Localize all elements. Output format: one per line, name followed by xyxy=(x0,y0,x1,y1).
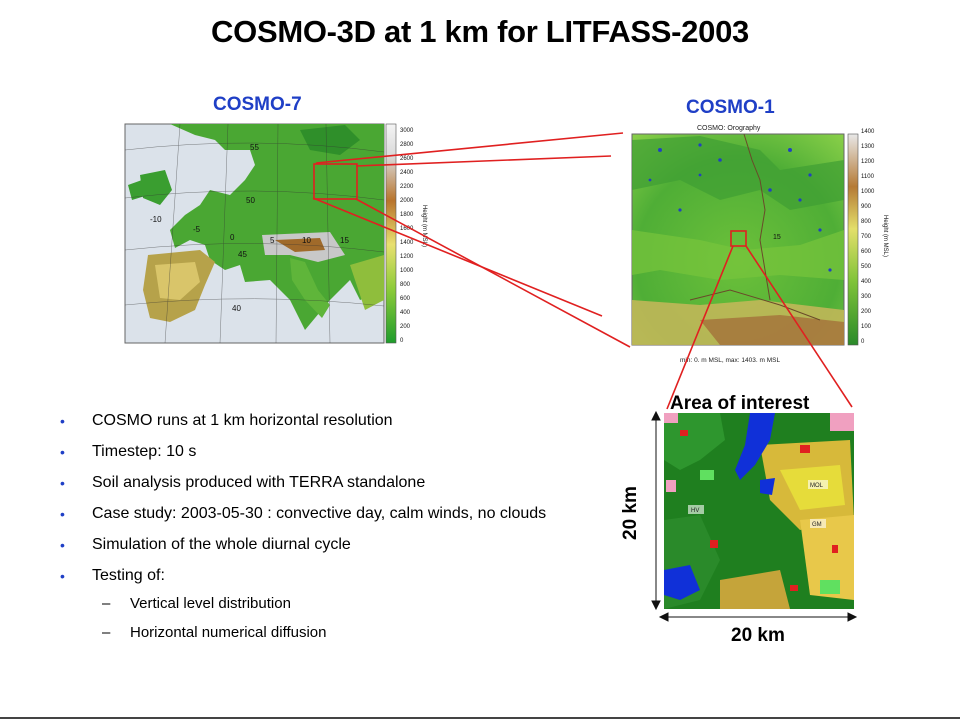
cosmo1-map: COSMO: Orography 15 min: 0. m MSL, max: … xyxy=(631,125,888,364)
sub-bullet-text: Horizontal numerical diffusion xyxy=(130,624,327,641)
dash-icon: – xyxy=(102,595,111,612)
bullet-dot-icon: • xyxy=(60,506,65,522)
cb7-title: Height (m MSL) xyxy=(421,205,427,247)
cb7-tick: 1200 xyxy=(400,254,414,260)
landuse-label-hv: HV xyxy=(691,508,699,514)
bullet-text: COSMO runs at 1 km horizontal resolution xyxy=(92,412,393,429)
cb1-tick: 1000 xyxy=(861,189,875,195)
cb7-tick: 3000 xyxy=(400,128,414,134)
bottom-divider xyxy=(0,717,960,719)
bullet-item: • Timestep: 10 s xyxy=(60,441,560,463)
cosmo7-label: COSMO-7 xyxy=(213,94,302,115)
cb7-tick: 600 xyxy=(400,296,411,302)
bullet-text: Soil analysis produced with TERRA standa… xyxy=(92,474,426,491)
grid-label-15: 15 xyxy=(340,236,349,245)
bullet-dot-icon: • xyxy=(60,537,65,553)
cb1-tick: 600 xyxy=(861,249,872,255)
grid-label-5: 5 xyxy=(270,236,275,245)
bullet-list: • COSMO runs at 1 km horizontal resolutio… xyxy=(60,410,560,653)
cosmo1-footer: min: 0. m MSL, max: 1403. m MSL xyxy=(680,357,780,364)
cb1-tick: 400 xyxy=(861,279,872,285)
cb7-tick: 200 xyxy=(400,324,411,330)
cb1-title: Height (m MSL) xyxy=(882,215,888,257)
cosmo1-zoom-box xyxy=(730,230,747,247)
scale-vertical-label: 20 km xyxy=(620,486,641,540)
grid-label-50: 50 xyxy=(246,196,255,205)
cb7-tick: 2800 xyxy=(400,142,414,148)
landuse-label-mol: MOL xyxy=(810,483,824,489)
cb1-tick: 700 xyxy=(861,234,872,240)
cb1-tick: 1200 xyxy=(861,159,875,165)
cb7-tick: 2600 xyxy=(400,156,414,162)
landuse-label-gm: GM xyxy=(812,522,822,528)
bullet-item: • Testing of: – Vertical level distributio… xyxy=(60,565,560,644)
bullet-text: Case study: 2003-05-30 : convective day,… xyxy=(92,505,547,522)
bullet-dot-icon: • xyxy=(60,413,65,429)
cb7-tick: 400 xyxy=(400,310,411,316)
cb7-tick: 0 xyxy=(400,338,404,344)
sub-bullet-list: – Vertical level distribution – Horizontal… xyxy=(102,593,560,644)
cb1-tick: 1300 xyxy=(861,144,875,150)
cb1-tick: 900 xyxy=(861,204,872,210)
bullet-text: Simulation of the whole diurnal cycle xyxy=(92,536,351,553)
slide-title: COSMO-3D at 1 km for LITFASS-2003 xyxy=(211,14,749,49)
grid-label-m10: -10 xyxy=(150,215,162,224)
bullet-dot-icon: • xyxy=(60,568,65,584)
cb1-tick: 1100 xyxy=(861,174,875,180)
bullet-item: • Simulation of the whole diurnal cycle xyxy=(60,534,560,556)
bullet-item: • COSMO runs at 1 km horizontal resolutio… xyxy=(60,410,560,432)
cb1-tick: 800 xyxy=(861,219,872,225)
cosmo1-header: COSMO: Orography xyxy=(697,125,761,132)
cosmo7-zoom-box xyxy=(313,163,358,200)
bullet-item: • Case study: 2003-05-30 : convective day… xyxy=(60,503,560,525)
sub-bullet-item: – Horizontal numerical diffusion xyxy=(102,622,560,644)
sub-bullet-text: Vertical level distribution xyxy=(130,595,291,612)
grid-label-45: 45 xyxy=(238,250,247,259)
grid-label-m5: -5 xyxy=(193,225,201,234)
cb1-tick: 500 xyxy=(861,264,872,270)
cb1-tick: 1400 xyxy=(861,129,875,135)
grid-label-40: 40 xyxy=(232,304,241,313)
grid-label-10: 10 xyxy=(302,236,311,245)
bullet-dot-icon: • xyxy=(60,444,65,460)
cb7-tick: 800 xyxy=(400,282,411,288)
cb7-tick: 2000 xyxy=(400,198,414,204)
cosmo1-grid-label-15: 15 xyxy=(773,234,781,241)
cb1-tick: 200 xyxy=(861,309,872,315)
bullet-dot-icon: • xyxy=(60,475,65,491)
zoom-lines xyxy=(312,132,853,410)
bullet-item: • Soil analysis produced with TERRA stand… xyxy=(60,472,560,494)
bullet-text: Testing of: xyxy=(92,567,165,584)
cb7-tick: 1800 xyxy=(400,212,414,218)
grid-label-55: 55 xyxy=(250,143,259,152)
cosmo1-label: COSMO-1 xyxy=(686,97,775,118)
grid-label-0: 0 xyxy=(230,233,235,242)
cb7-tick: 1600 xyxy=(400,226,414,232)
scale-horizontal-label: 20 km xyxy=(731,625,785,646)
bullet-text: Timestep: 10 s xyxy=(92,443,197,460)
cb7-tick: 1000 xyxy=(400,268,414,274)
sub-bullet-item: – Vertical level distribution xyxy=(102,593,560,615)
scale-arrows xyxy=(651,410,858,622)
cb7-tick: 2400 xyxy=(400,170,414,176)
dash-icon: – xyxy=(102,624,111,641)
cb1-tick: 300 xyxy=(861,294,872,300)
landuse-map: MOL HV GM xyxy=(664,413,854,609)
cb7-tick: 1400 xyxy=(400,240,414,246)
cb1-tick: 100 xyxy=(861,324,872,330)
area-of-interest-label: Area of interest xyxy=(670,393,810,414)
cb1-tick: 0 xyxy=(861,339,865,345)
cb7-tick: 2200 xyxy=(400,184,414,190)
